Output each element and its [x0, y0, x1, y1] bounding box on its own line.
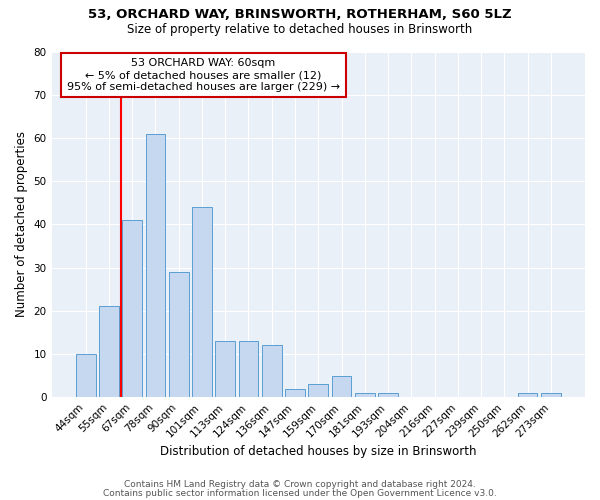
- Text: 53 ORCHARD WAY: 60sqm
← 5% of detached houses are smaller (12)
95% of semi-detac: 53 ORCHARD WAY: 60sqm ← 5% of detached h…: [67, 58, 340, 92]
- Bar: [239, 341, 259, 397]
- Bar: [192, 207, 212, 397]
- Bar: [285, 388, 305, 397]
- Bar: [262, 346, 281, 397]
- Text: Contains HM Land Registry data © Crown copyright and database right 2024.: Contains HM Land Registry data © Crown c…: [124, 480, 476, 489]
- Bar: [355, 393, 374, 397]
- Y-axis label: Number of detached properties: Number of detached properties: [15, 132, 28, 318]
- Bar: [169, 272, 188, 397]
- Bar: [308, 384, 328, 397]
- Text: 53, ORCHARD WAY, BRINSWORTH, ROTHERHAM, S60 5LZ: 53, ORCHARD WAY, BRINSWORTH, ROTHERHAM, …: [88, 8, 512, 20]
- Bar: [332, 376, 352, 397]
- Bar: [99, 306, 119, 397]
- Text: Contains public sector information licensed under the Open Government Licence v3: Contains public sector information licen…: [103, 489, 497, 498]
- Bar: [76, 354, 95, 397]
- X-axis label: Distribution of detached houses by size in Brinsworth: Distribution of detached houses by size …: [160, 444, 476, 458]
- Bar: [541, 393, 561, 397]
- Bar: [215, 341, 235, 397]
- Bar: [146, 134, 166, 397]
- Bar: [378, 393, 398, 397]
- Text: Size of property relative to detached houses in Brinsworth: Size of property relative to detached ho…: [127, 22, 473, 36]
- Bar: [518, 393, 538, 397]
- Bar: [122, 220, 142, 397]
